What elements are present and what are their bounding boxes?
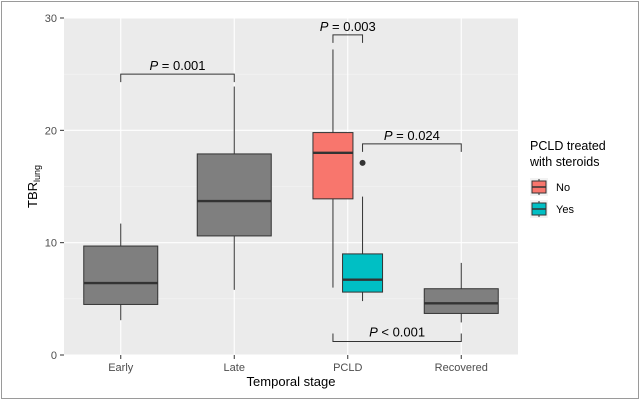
bracket-line (120, 73, 235, 83)
significance-bracket: P = 0.003 (320, 19, 376, 43)
significance-bracket: P = 0.001 (120, 58, 235, 83)
p-value-label: P = 0.024 (384, 128, 440, 143)
box-pcld-yes (342, 159, 384, 302)
box-iqr (83, 245, 159, 305)
p-value-label: P < 0.001 (369, 325, 425, 340)
legend-entry-no: No (530, 178, 570, 196)
legend-title-line2: with steroids (529, 155, 599, 169)
y-tick-label: 30 (45, 13, 57, 25)
y-tick-label: 20 (45, 125, 57, 137)
y-tick-label: 0 (51, 350, 57, 362)
x-tick-label: Early (108, 362, 134, 374)
x-tick-label: Late (224, 362, 245, 374)
legend-entry-yes: Yes (530, 200, 574, 218)
box-early (83, 223, 159, 321)
significance-bracket: P = 0.024 (362, 128, 462, 152)
outlier-point (359, 159, 366, 166)
bracket-line (332, 34, 364, 43)
y-axis-title: TBRlung (25, 165, 42, 208)
bracket-line (362, 143, 462, 152)
box-recovered (423, 262, 499, 323)
box-iqr (342, 253, 384, 293)
box-late (196, 86, 272, 290)
legend-title-line1: PCLD treated (530, 139, 606, 153)
p-value-label: P = 0.003 (320, 19, 376, 34)
y-tick-label: 10 (45, 238, 57, 250)
box-iqr (423, 288, 499, 314)
box-iqr (312, 132, 354, 200)
x-axis-title: Temporal stage (247, 374, 336, 389)
legend-label: Yes (556, 204, 574, 216)
box-iqr (196, 153, 272, 237)
x-tick-label: PCLD (333, 362, 362, 374)
bracket-line (332, 333, 462, 343)
p-value-label: P = 0.001 (149, 58, 205, 73)
significance-bracket: P < 0.001 (332, 325, 462, 343)
legend-label: No (556, 182, 570, 194)
box-pcld-no (312, 49, 354, 288)
x-tick-label: Recovered (435, 362, 488, 374)
